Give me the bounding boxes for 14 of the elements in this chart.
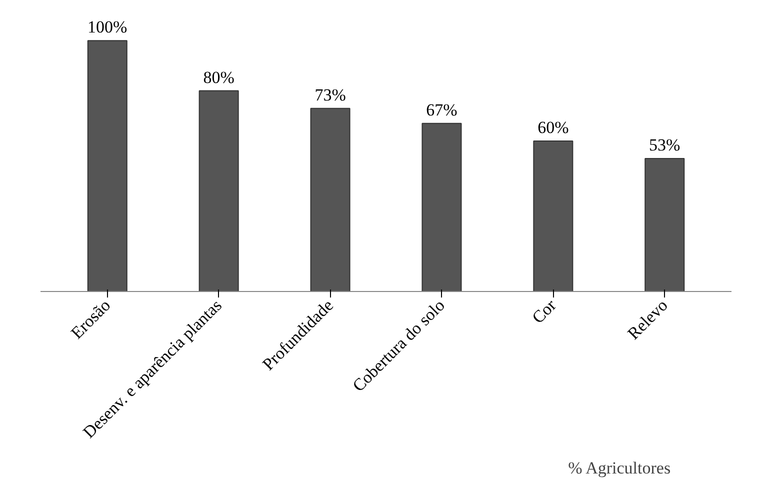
bar: [644, 158, 685, 292]
bar: [310, 108, 350, 292]
bar: [533, 140, 574, 292]
bar: [198, 90, 239, 292]
x-tick-label: Cor: [528, 296, 560, 328]
bar: [87, 40, 128, 292]
x-axis-title: % Agricultores: [568, 458, 671, 478]
data-label: 80%: [203, 68, 234, 87]
data-label: 100%: [88, 18, 128, 37]
data-label: 67%: [426, 100, 458, 120]
bar: [422, 122, 462, 292]
data-label: 60%: [538, 118, 569, 137]
data-label: 73%: [314, 85, 346, 104]
data-label: 53%: [649, 136, 680, 155]
